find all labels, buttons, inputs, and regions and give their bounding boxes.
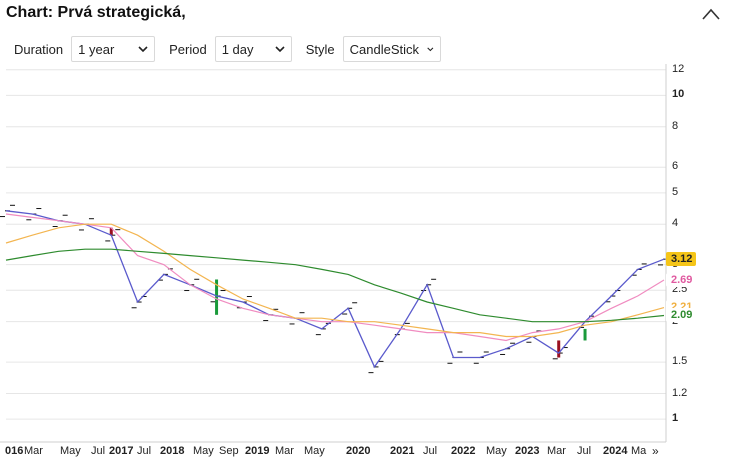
- x-tick-label: 2020: [346, 445, 371, 457]
- x-tick-label: Mar: [547, 445, 566, 457]
- chevron-down-icon: [427, 46, 434, 51]
- y-tick-label: 12: [672, 62, 685, 75]
- period-select[interactable]: 1 day: [214, 36, 292, 62]
- x-tick-label: 2024: [603, 445, 628, 457]
- y-tick-label: 1.2: [672, 386, 688, 399]
- y-tick-label: 5: [672, 185, 679, 198]
- chart-title: Chart: Prvá strategická,: [6, 4, 186, 21]
- x-tick-label: 2019: [245, 445, 270, 457]
- duration-label: Duration: [14, 41, 64, 57]
- ma-mid-line: [5, 223, 665, 338]
- style-label: Style: [305, 41, 335, 57]
- x-axis-labels: 016 Mar May Jul 2017 Jul 2018 May Sep 2019 Mar May 2…: [0, 444, 735, 461]
- x-tick-label: 2022: [451, 445, 476, 457]
- duration-value: 1 year: [78, 41, 115, 57]
- duration-select[interactable]: 1 year: [71, 36, 156, 62]
- chart-lines: [5, 210, 665, 369]
- x-tick-label: May: [304, 445, 325, 457]
- chart-grid: [6, 69, 666, 420]
- period-value: 1 day: [221, 41, 254, 57]
- price-line: [5, 210, 665, 369]
- x-tick-label: Jul: [137, 445, 152, 457]
- y-tick-label: 10: [672, 88, 685, 101]
- y-tick-label: 1.5: [672, 355, 688, 368]
- chevron-down-icon: [275, 45, 285, 52]
- ma-long-line: [5, 248, 665, 323]
- x-tick-label: May: [60, 445, 81, 457]
- style-select[interactable]: CandleStick: [342, 36, 441, 62]
- x-tick-label: Mar: [24, 445, 43, 457]
- x-tick-label: Ma: [631, 445, 647, 457]
- chevron-up-icon[interactable]: [701, 6, 721, 22]
- candle: [215, 279, 219, 315]
- ma-short-line: [5, 213, 665, 342]
- chart-controls: Duration 1 year Period 1 day Style Candl…: [14, 35, 455, 63]
- candles: [109, 227, 587, 358]
- y-tick-label: 1: [672, 412, 679, 425]
- x-tick-label: Mar: [275, 445, 294, 457]
- scroll-next-button[interactable]: »: [652, 444, 659, 458]
- price-badge: 2.09: [666, 308, 697, 323]
- y-tick-label: 6: [672, 160, 679, 173]
- period-label: Period: [169, 41, 207, 57]
- x-tick-label: 2023: [515, 445, 540, 457]
- x-tick-label: Jul: [577, 445, 592, 457]
- x-tick-label: Sep: [219, 445, 239, 457]
- chevron-down-icon: [138, 45, 148, 52]
- y-tick-label: 4: [672, 217, 679, 230]
- y-tick-label: 8: [672, 119, 679, 132]
- x-tick-label: May: [486, 445, 507, 457]
- price-badge: 3.12: [666, 252, 697, 267]
- x-tick-label: 016: [5, 445, 24, 457]
- style-value: CandleStick: [349, 41, 419, 57]
- x-tick-label: 2021: [390, 445, 415, 457]
- x-tick-label: Jul: [423, 445, 438, 457]
- candle: [583, 328, 587, 341]
- candle: [109, 227, 113, 236]
- x-tick-label: Jul: [91, 445, 106, 457]
- x-tick-label: 2017: [109, 445, 134, 457]
- x-tick-label: May: [193, 445, 214, 457]
- price-badge: 2.69: [666, 273, 697, 287]
- x-tick-label: 2018: [160, 445, 185, 457]
- candle: [557, 340, 561, 358]
